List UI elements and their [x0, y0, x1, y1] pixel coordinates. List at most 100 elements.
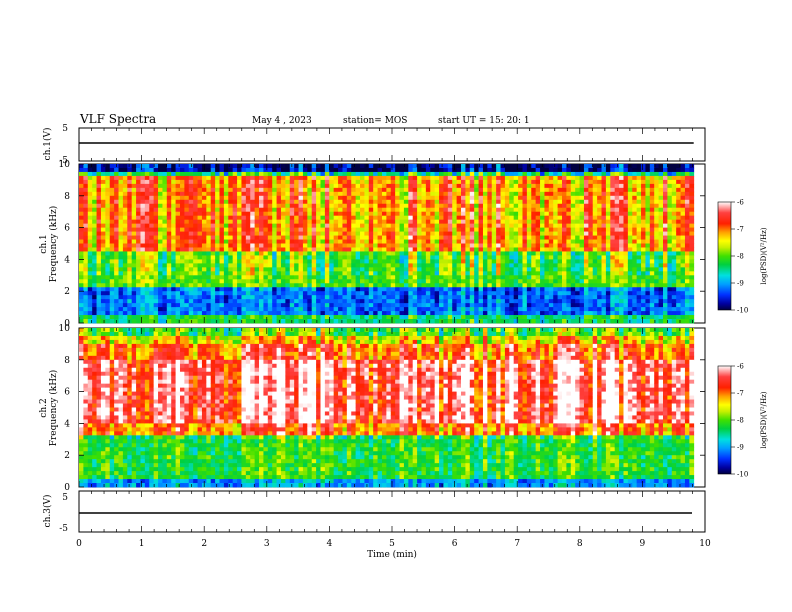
ch1-spectrogram-cell [329, 279, 335, 284]
ch1-spectrogram-cell [403, 291, 409, 296]
ch1-spectrogram-cell [245, 303, 251, 308]
ch1-spectrogram-cell [342, 259, 348, 264]
ch1-spectrogram-cell [421, 219, 427, 225]
ch1-spectrogram-cell [377, 195, 383, 201]
ch1-spectrogram-cell [307, 231, 313, 236]
ch1-spectrogram-cell [232, 203, 238, 209]
ch1-spectrogram-cell [219, 191, 225, 197]
ch1-spectrogram-cell [223, 231, 229, 236]
ch1-spectrogram-cell [122, 251, 128, 256]
ch1-spectrogram-cell [583, 295, 589, 300]
ch1-spectrogram-cell [206, 211, 212, 217]
ch1-spectrogram-cell [285, 267, 291, 272]
ch1-spectrogram-cell [307, 291, 313, 296]
ch1-spectrogram-cell [610, 307, 616, 312]
ch1-spectrogram-cell [579, 303, 585, 308]
ch1-spectrogram-cell [237, 203, 242, 209]
ch1-spectrogram-cell [197, 171, 203, 177]
ch1-spectrogram-cell [324, 259, 330, 264]
ch1-spectrogram-cell [175, 283, 181, 288]
ch1-spectrogram-cell [105, 195, 111, 201]
ch1-spectrogram-cell [491, 271, 497, 276]
ch1-spectrogram-cell [531, 175, 537, 181]
ch1-spectrogram-cell [280, 279, 286, 284]
ch1-spectrogram-cell [562, 227, 567, 232]
ch1-spectrogram-cell [166, 195, 172, 201]
ch1-spectrogram-cell [399, 291, 405, 296]
ch1-spectrogram-cell [386, 307, 392, 312]
ch1-spectrogram-cell [487, 319, 493, 324]
ch1-spectrogram-cell [623, 183, 629, 189]
ch1-spectrogram-cell [491, 219, 497, 225]
ch1-spectrogram-cell [79, 231, 84, 236]
ch1-spectrogram-cell [333, 315, 339, 320]
ch1-spectrogram-cell [197, 207, 203, 213]
ch1-spectrogram-cell [280, 167, 286, 173]
ch1-spectrogram-cell [368, 239, 374, 244]
ch1-spectrogram-cell [219, 231, 225, 236]
ch1-spectrogram-cell [342, 183, 348, 189]
ch1-spectrogram-cell [496, 259, 501, 264]
ch1-spectrogram-cell [531, 219, 537, 225]
ch1-spectrogram-cell [245, 263, 251, 268]
ch1-spectrogram-cell [259, 291, 264, 296]
ch1-spectrogram-cell [390, 279, 396, 284]
ch1-spectrogram-cell [535, 223, 541, 229]
ch1-spectrogram-cell [144, 231, 150, 236]
ch1-spectrogram-cell [109, 211, 115, 217]
ch1-spectrogram-cell [79, 307, 84, 312]
ch1-spectrogram-cell [478, 307, 484, 312]
ch1-spectrogram-cell [535, 255, 541, 260]
ch1-spectrogram-cell [513, 311, 519, 316]
ch1-spectrogram-cell [461, 219, 466, 225]
ch1-spectrogram-cell [390, 287, 396, 292]
ch1-spectrogram-cell [395, 195, 400, 201]
ch1-spectrogram-cell [223, 299, 229, 304]
ch1-spectrogram-cell [298, 231, 304, 236]
ch1-spectrogram-cell [439, 255, 444, 260]
ch1-spectrogram-cell [329, 315, 335, 320]
ch1-spectrogram-cell [351, 263, 357, 268]
ch1-spectrogram-cell [302, 219, 308, 225]
ch1-spectrogram-cell [491, 175, 497, 181]
ch1-spectrogram-cell [434, 223, 440, 229]
ch1-spectrogram-cell [118, 219, 124, 225]
ch1-spectrogram-cell [421, 167, 427, 173]
ch1-spectrogram-cell [504, 183, 510, 189]
ch1-spectrogram-cell [443, 299, 449, 304]
ch1-spectrogram-cell [109, 315, 115, 320]
ch1-spectrogram-cell [461, 167, 466, 173]
ch1-spectrogram-cell [316, 167, 321, 173]
ch1-spectrogram-cell [579, 171, 585, 177]
ch1-spectrogram-cell [144, 167, 150, 173]
ch1-spectrogram-cell [531, 255, 537, 260]
ch1-spectrogram-cell [487, 291, 493, 296]
ch1-spectrogram-cell [390, 223, 396, 229]
ch1-spectrogram-cell [153, 291, 159, 296]
ch1-spectrogram-cell [425, 255, 431, 260]
ch1-spectrogram-cell [610, 311, 616, 316]
ch1-spectrogram-cell [395, 243, 400, 248]
ch1-spectrogram-cell [259, 219, 264, 225]
ch1-spectrogram-cell [553, 251, 559, 256]
ch1-spectrogram-cell [307, 164, 313, 169]
ch1-spectrogram-cell [250, 243, 256, 248]
ch1-spectrogram-cell [193, 207, 198, 213]
ch1-spectrogram-cell [605, 227, 611, 232]
ch1-spectrogram-cell [294, 287, 299, 292]
ch1-spectrogram-cell [368, 255, 374, 260]
ch1-spectrogram-cell [241, 303, 247, 308]
ch1-spectrogram-cell [583, 291, 589, 296]
ch1-spectrogram-cell [474, 303, 479, 308]
ch1-spectrogram-cell [114, 315, 119, 320]
ch1-spectrogram-cell [316, 171, 321, 177]
ch1-spectrogram-cell [298, 235, 304, 240]
ch1-spectrogram-cell [430, 279, 436, 284]
ch1-spectrogram-cell [140, 295, 146, 300]
ch1-spectrogram-cell [443, 195, 449, 201]
ch1-spectrogram-cell [219, 227, 225, 232]
ch1-spectrogram-cell [118, 191, 124, 197]
ch1-spectrogram-cell [526, 191, 532, 197]
ch1-spectrogram-cell [210, 303, 216, 308]
ch1-spectrogram-cell [417, 271, 422, 276]
